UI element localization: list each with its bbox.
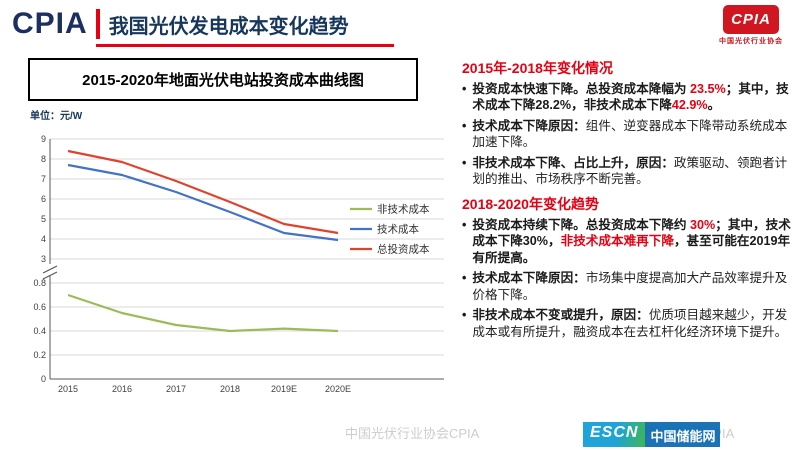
bullet-text: 投资成本持续下降。总投资成本下降约 30%；其中，技术成本下降30%，非技术成本…: [472, 217, 792, 266]
text-segment: ，甚至可能在2019年有所提高。: [472, 234, 791, 265]
list-item: • 技术成本下降原因：组件、逆变器成本下降带动系统成本加速下降。: [460, 118, 792, 151]
y-tick-label: 0: [41, 374, 46, 384]
text-segment: 技术成本下降原因：: [472, 118, 586, 133]
bullet-dot: •: [462, 271, 467, 286]
escn-watermark-logo: ESCN 中国储能网: [583, 422, 721, 447]
association-logo: CPIA 中国光伏行业协会: [718, 5, 784, 46]
chart-title: 2015-2020年地面光伏电站投资成本曲线图: [28, 58, 418, 101]
y-tick-label: 0.2: [33, 350, 46, 360]
cpia-logo: CPIA: [12, 7, 88, 40]
x-tick-label: 2016: [112, 384, 132, 394]
legend-label: 总投资成本: [377, 243, 430, 256]
escn-site-text: 中国储能网: [645, 422, 721, 447]
list-item: • 投资成本快速下降。总投资成本降幅为 23.5%；其中，技术成本下降28.2%，…: [460, 81, 792, 114]
association-caption: 中国光伏行业协会: [719, 38, 783, 45]
axis-break-mark: [42, 271, 58, 280]
text-segment: 市场集中度提高加大产品效率提升及价格下降。: [472, 271, 788, 302]
y-tick-label: 8: [41, 154, 46, 164]
section2-bullets: • 投资成本持续下降。总投资成本下降约 30%；其中，技术成本下降30%，非技术成…: [460, 217, 792, 340]
text-segment: 非技术成本不变或提升，原因：: [472, 308, 649, 323]
page-title: 我国光伏发电成本变化趋势: [108, 15, 349, 38]
text-segment: 非技术成本下降、占比上升，原因：: [472, 155, 674, 170]
header: CPIA 我国光伏发电成本变化趋势: [12, 8, 349, 40]
list-item: • 非技术成本不变或提升，原因：优质项目越来越少，开发成本或有所提升，融资成本在去…: [460, 307, 792, 340]
text-segment: 30%: [690, 217, 716, 232]
header-divider-bar: [95, 9, 100, 39]
bullet-dot: •: [462, 308, 467, 323]
text-segment: 技术成本下降原因：: [472, 271, 586, 286]
cost-curve-chart: 9 8 7 6 5 4 3 0.8 0.6 0.4 0.2 0 2015 2016 2017 2018 2019…: [33, 134, 444, 394]
text-segment: 。: [707, 98, 721, 113]
y-tick-label: 3: [41, 254, 46, 264]
text-segment: 投资成本持续下降。: [472, 217, 586, 232]
y-tick-label: 7: [41, 174, 46, 184]
text-segment: 政策驱动、领跑者计划的推出、市场秩序不断完善。: [472, 155, 788, 187]
text-segment: 总投资成本下降约: [585, 217, 691, 232]
legend-label: 非技术成本: [377, 203, 430, 216]
analysis-panel: 2015年-2018年变化情况 • 投资成本快速下降。总投资成本降幅为 23.5%…: [460, 52, 792, 344]
y-tick-label: 6: [41, 194, 46, 204]
y-tick-label: 9: [41, 134, 46, 144]
y-tick-label: 0.8: [33, 278, 46, 288]
bullet-dot: •: [462, 82, 467, 96]
list-item: • 技术成本下降原因：市场集中度提高加大产品效率提升及价格下降。: [460, 270, 792, 303]
list-item: • 投资成本持续下降。总投资成本下降约 30%；其中，技术成本下降30%，非技术成…: [460, 217, 792, 266]
bullet-text: 技术成本下降原因：组件、逆变器成本下降带动系统成本加速下降。: [472, 118, 792, 151]
series-line: [67, 163, 339, 242]
section1-heading: 2015年-2018年变化情况: [462, 60, 613, 76]
title-underline: [96, 44, 394, 47]
bullet-dot: •: [462, 155, 467, 170]
text-segment: ；其中，技术成本下降30%，: [472, 217, 791, 249]
y-tick-label: 4: [41, 234, 46, 244]
bullet-text: 技术成本下降原因：市场集中度提高加大产品效率提升及价格下降。: [472, 270, 792, 303]
bullet-dot: •: [462, 217, 467, 232]
text-segment: 非技术成本难再下降: [560, 234, 674, 249]
axis-break-mark: [42, 265, 58, 274]
x-tick-label: 2018: [220, 384, 240, 394]
bullet-text: 非技术成本不变或提升，原因：优质项目越来越少，开发成本或有所提升，融资成本在去杠…: [472, 307, 792, 340]
y-tick-label: 5: [41, 214, 46, 224]
x-tick-label: 2019E: [271, 384, 297, 394]
cpia-association-mark: CPIA: [723, 5, 779, 34]
unit-label: 单位：元/W: [30, 111, 83, 122]
section1-bullets: • 投资成本快速下降。总投资成本降幅为 23.5%；其中，技术成本下降28.2%，…: [460, 81, 792, 188]
text-segment: ；其中，技术成本下降28.2%，非技术成本下降: [472, 82, 789, 113]
y-tick-label: 0.6: [33, 302, 46, 312]
legend-label: 技术成本: [377, 223, 419, 236]
x-tick-label: 2015: [58, 384, 78, 394]
text-segment: 组件、逆变器成本下降带动系统成本加速下降。: [472, 118, 788, 150]
x-tick-label: 2020E: [325, 384, 351, 394]
text-segment: 优质项目越来越少，开发成本或有所提升，融资成本在去杠杆化经济环境下提升。: [472, 308, 788, 339]
bullet-text: 非技术成本下降、占比上升，原因：政策驱动、领跑者计划的推出、市场秩序不断完善。: [472, 155, 792, 188]
text-segment: 总投资成本降幅为: [585, 82, 691, 96]
y-tick-label: 0.4: [33, 326, 46, 336]
series-line: [67, 149, 339, 235]
text-segment: 投资成本快速下降。: [472, 82, 586, 96]
text-segment: 23.5%: [690, 82, 726, 96]
x-tick-label: 2017: [166, 384, 186, 394]
bullet-text: 投资成本快速下降。总投资成本降幅为 23.5%；其中，技术成本下降28.2%，非…: [472, 81, 792, 114]
list-item: • 非技术成本下降、占比上升，原因：政策驱动、领跑者计划的推出、市场秩序不断完善。: [460, 155, 792, 188]
text-segment: 42.9%: [671, 98, 708, 113]
escn-logo-text: ESCN: [583, 422, 646, 447]
series-line: [67, 293, 339, 333]
chart-panel: 2015-2020年地面光伏电站投资成本曲线图 单位：元/W 9 8 7 6 5 4 3 0.…: [20, 58, 452, 401]
faint-watermark: 中国光伏行业协会CPIA: [345, 426, 480, 441]
section2-heading: 2018-2020年变化趋势: [462, 195, 599, 212]
bullet-dot: •: [462, 118, 467, 133]
